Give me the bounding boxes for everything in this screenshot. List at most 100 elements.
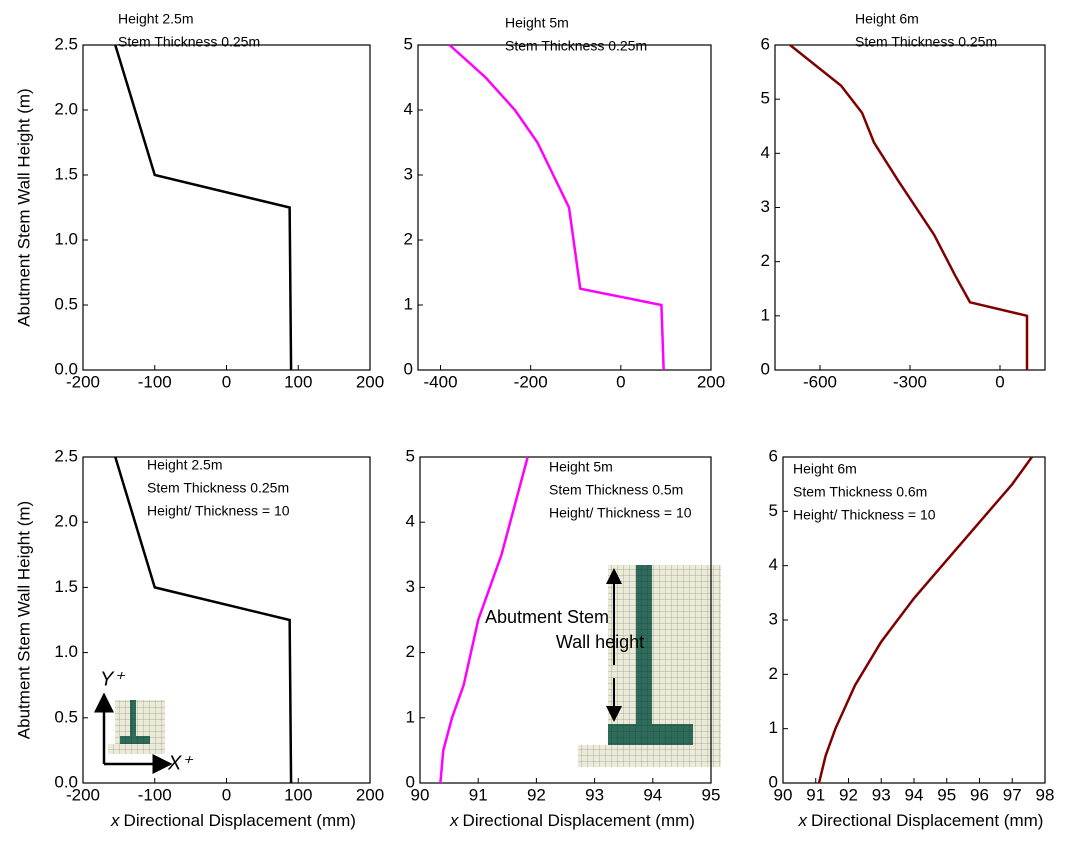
y-tick-label: 0.0: [54, 359, 78, 378]
y-tick-label: 5: [406, 446, 415, 465]
inset-axis-label: X⁺: [167, 752, 193, 774]
annotation: Stem Thickness 0.25m: [147, 480, 289, 496]
x-tick-label: 97: [1003, 785, 1022, 804]
annotation: Height/ Thickness = 10: [147, 503, 290, 519]
y-tick-label: 5: [769, 501, 778, 520]
annotation: Height 2.5m: [147, 457, 222, 473]
x-tick-label: 0: [616, 372, 625, 391]
inset-axis-label: Y⁺: [100, 668, 125, 690]
y-tick-label: 6: [761, 34, 770, 53]
x-tick-label: 95: [937, 785, 956, 804]
x-tick-label: 0: [995, 372, 1004, 391]
y-tick-label: 4: [769, 555, 778, 574]
y-tick-label: 1.0: [54, 229, 78, 248]
y-tick-label: 2: [406, 642, 415, 661]
y-tick-label: 0: [406, 772, 415, 791]
plot-frame: [775, 45, 1045, 370]
x-tick-label: 200: [356, 372, 384, 391]
y-tick-label: 0: [769, 772, 778, 791]
callout: Abutment Stem: [485, 607, 609, 627]
y-tick-label: 1.5: [54, 577, 78, 596]
plot-frame: [83, 45, 370, 370]
x-tick-label: 200: [697, 372, 725, 391]
x-tick-label: -600: [803, 372, 837, 391]
x-tick-label: 91: [469, 785, 488, 804]
x-tick-label: 92: [527, 785, 546, 804]
y-tick-label: 1: [761, 305, 770, 324]
y-tick-label: 4: [406, 512, 415, 531]
x-tick-label: -100: [138, 372, 172, 391]
annotation: Height 6m: [793, 461, 857, 477]
y-tick-label: 2.5: [54, 34, 78, 53]
x-tick-label: 95: [702, 785, 721, 804]
y-tick-label: 2.5: [54, 446, 78, 465]
x-axis-variable: x: [449, 811, 459, 830]
y-tick-label: 0.0: [54, 772, 78, 791]
y-tick-label: 4: [404, 99, 413, 118]
inset-small: [104, 695, 170, 764]
data-line: [790, 45, 1027, 370]
y-tick-label: 1: [769, 718, 778, 737]
y-tick-label: 0: [404, 359, 413, 378]
x-tick-label: 93: [872, 785, 891, 804]
y-tick-label: 5: [404, 34, 413, 53]
y-tick-label: 0: [761, 359, 770, 378]
x-axis-label-text: Directional Displacement (mm): [811, 811, 1043, 830]
x-tick-label: 0: [222, 372, 231, 391]
annotation: Height/ Thickness = 10: [549, 505, 692, 521]
x-axis-label-text: Directional Displacement (mm): [124, 811, 356, 830]
x-axis-label-text: Directional Displacement (mm): [463, 811, 695, 830]
y-tick-label: 6: [769, 446, 778, 465]
annotation: Height 5m: [505, 15, 569, 31]
y-axis-label: Abutment Stem Wall Height (m): [14, 88, 33, 326]
x-tick-label: 98: [1036, 785, 1055, 804]
x-tick-label: -200: [514, 372, 548, 391]
y-tick-label: 1.5: [54, 164, 78, 183]
y-tick-label: 3: [406, 577, 415, 596]
y-axis-label: Abutment Stem Wall Height (m): [14, 501, 33, 739]
x-tick-label: 96: [970, 785, 989, 804]
x-tick-label: -100: [138, 785, 172, 804]
x-tick-label: 100: [284, 372, 312, 391]
y-tick-label: 3: [404, 164, 413, 183]
annotation: Height 6m: [855, 11, 919, 27]
inset-mesh: [578, 565, 721, 767]
y-tick-label: 4: [761, 143, 770, 162]
annotation: Height 2.5m: [118, 11, 193, 27]
x-tick-label: 91: [806, 785, 825, 804]
annotation: Stem Thickness 0.6m: [793, 484, 927, 500]
plot-frame: [418, 45, 711, 370]
y-tick-label: 1: [404, 294, 413, 313]
y-tick-label: 3: [769, 609, 778, 628]
x-axis-variable: x: [798, 811, 808, 830]
annotation: Stem Thickness 0.25m: [855, 34, 997, 50]
annotation: Height/ Thickness = 10: [793, 507, 936, 523]
y-tick-label: 1: [406, 707, 415, 726]
data-line: [450, 45, 664, 370]
annotation: Height 5m: [549, 459, 613, 475]
x-tick-label: 200: [356, 785, 384, 804]
x-tick-label: -300: [893, 372, 927, 391]
y-tick-label: 5: [761, 89, 770, 108]
x-tick-label: 0: [222, 785, 231, 804]
y-tick-label: 2.0: [54, 512, 78, 531]
x-tick-label: -400: [424, 372, 458, 391]
annotation: Stem Thickness 0.25m: [505, 38, 647, 54]
x-tick-label: 94: [643, 785, 662, 804]
x-tick-label: 94: [905, 785, 924, 804]
data-line: [115, 45, 291, 370]
y-tick-label: 0.5: [54, 707, 78, 726]
y-tick-label: 3: [761, 197, 770, 216]
annotation: Stem Thickness 0.5m: [549, 482, 683, 498]
y-tick-label: 2.0: [54, 99, 78, 118]
y-tick-label: 1.0: [54, 642, 78, 661]
annotation: Stem Thickness 0.25m: [118, 34, 260, 50]
callout: Wall height: [556, 632, 644, 652]
x-tick-label: 92: [839, 785, 858, 804]
y-tick-label: 2: [769, 664, 778, 683]
x-tick-label: 100: [284, 785, 312, 804]
y-tick-label: 2: [761, 251, 770, 270]
